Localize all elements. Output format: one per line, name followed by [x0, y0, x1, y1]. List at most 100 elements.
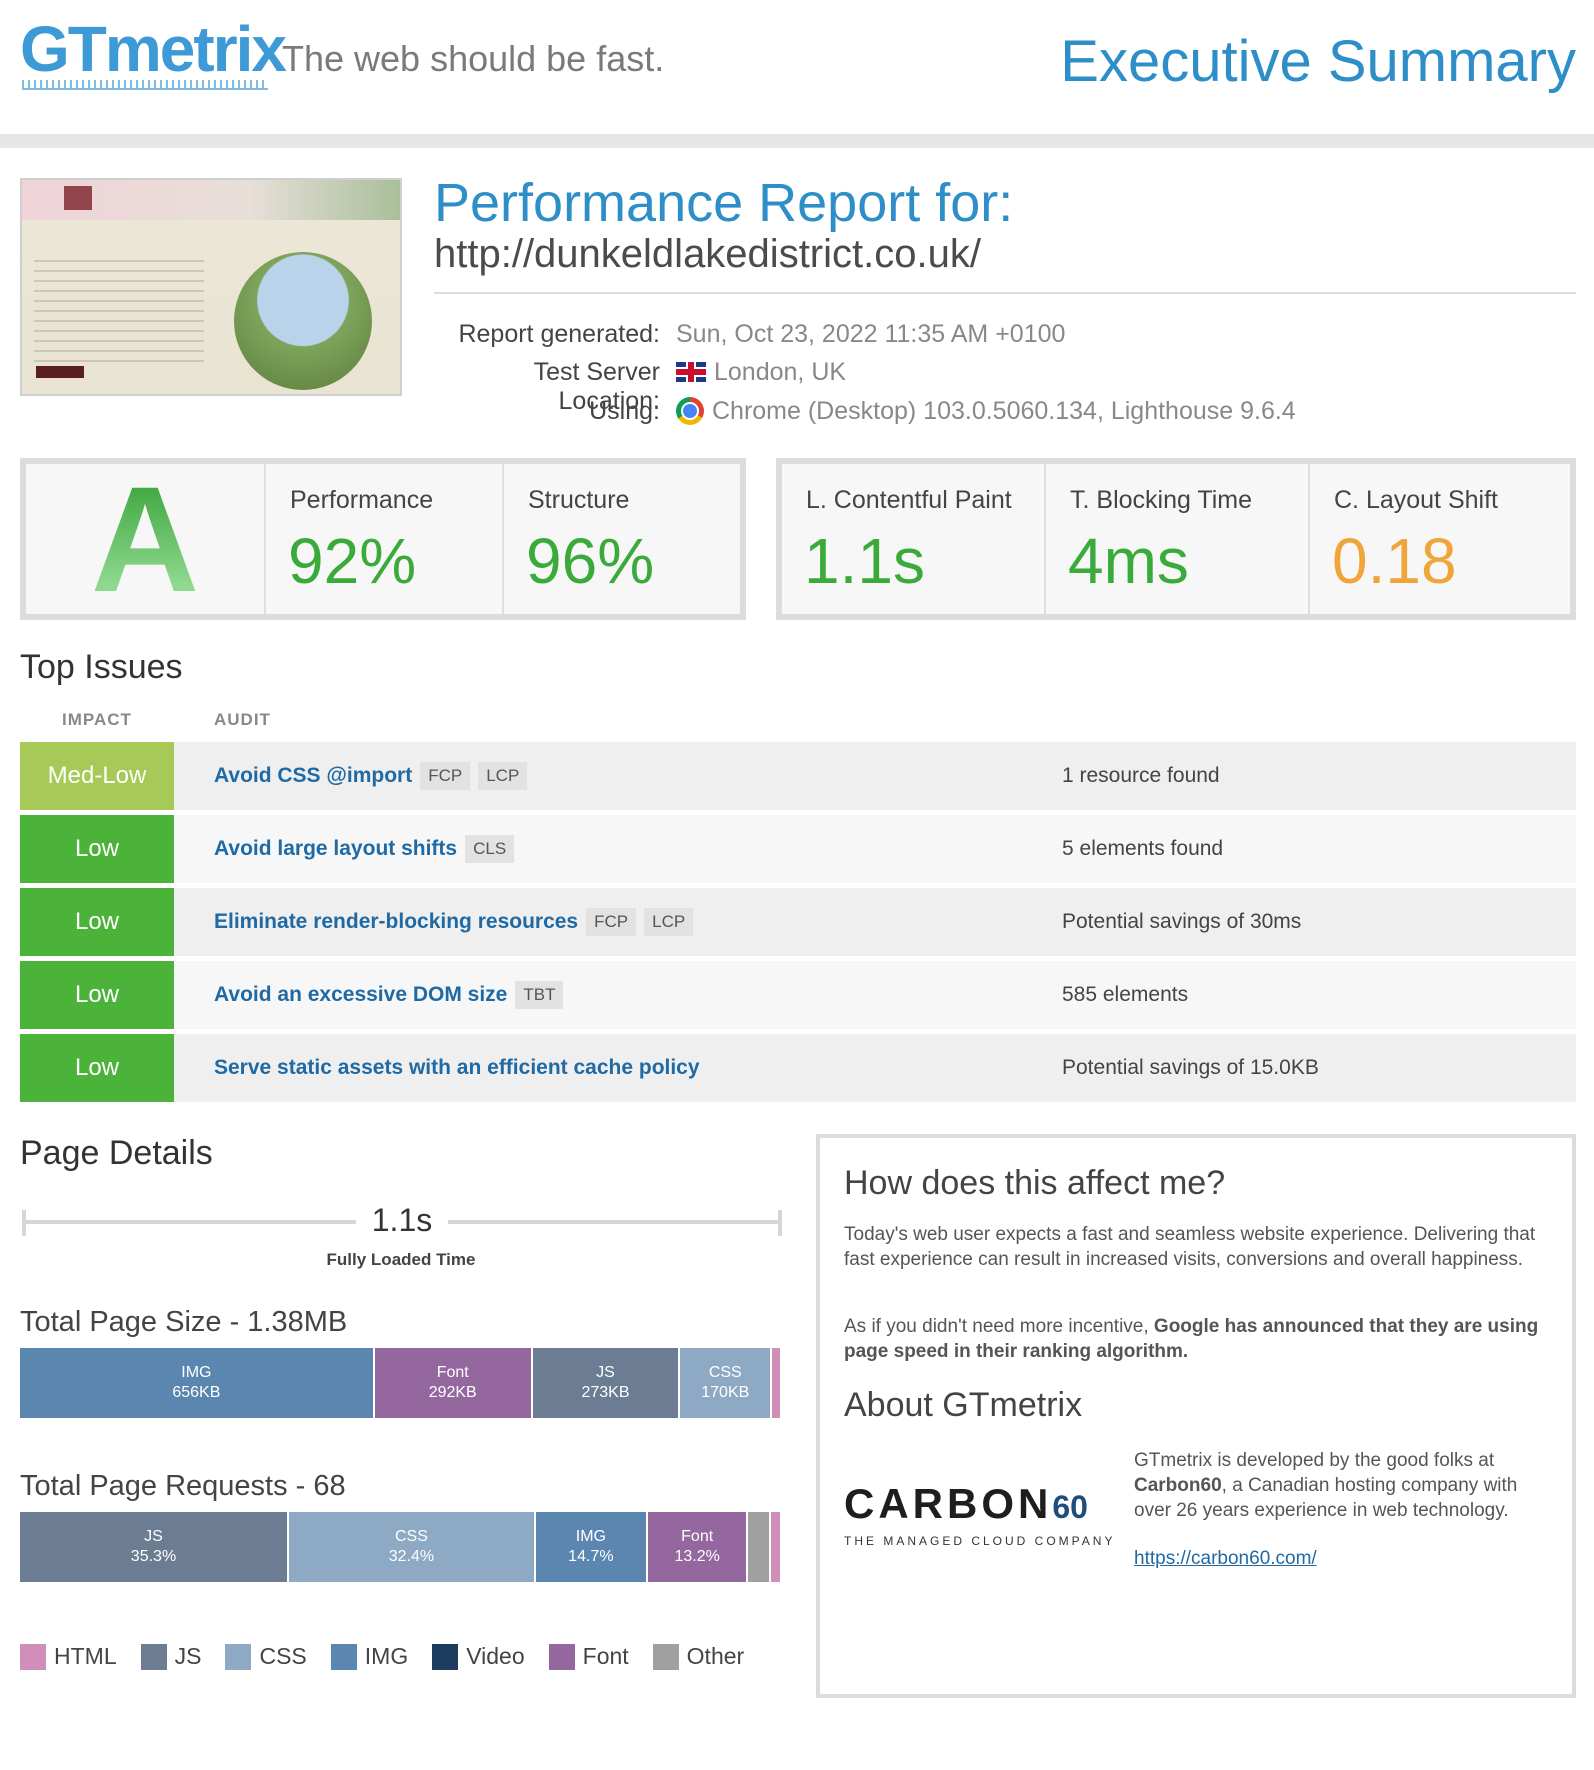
- total-page-size-title: Total Page Size - 1.38MB: [20, 1306, 348, 1338]
- affect-title: How does this affect me?: [844, 1164, 1226, 1202]
- page-size-bar: IMG 656KB Font 292KB JS 273KB CSS 170KB: [20, 1348, 782, 1418]
- legend-swatch: [548, 1643, 575, 1670]
- legend-label: Video: [466, 1643, 525, 1669]
- segment-value: 273KB: [581, 1384, 630, 1401]
- bar-segment: IMG 14.7%: [535, 1512, 648, 1582]
- legend-label: JS: [174, 1643, 202, 1669]
- audit-title[interactable]: Avoid CSS @import: [214, 764, 413, 787]
- bar-segment: JS 35.3%: [20, 1512, 289, 1582]
- segment-value: 292KB: [428, 1384, 477, 1401]
- loaded-time-line-right: [448, 1220, 782, 1224]
- bar-segment: CSS 32.4%: [288, 1512, 536, 1582]
- carbon60-logo: CARBON60: [844, 1480, 1088, 1527]
- legend-swatch: [225, 1643, 252, 1670]
- resource-legend: HTML JS CSS IMG Video Font Other: [20, 1643, 768, 1670]
- metric-tag: LCP: [478, 762, 528, 790]
- metric-tag: FCP: [420, 762, 471, 790]
- audit-result: Potential savings of 15.0KB: [1062, 1056, 1319, 1079]
- legend-swatch: [432, 1643, 459, 1670]
- logo-ruler-decoration: [22, 80, 268, 90]
- legend-swatch: [140, 1643, 167, 1670]
- segment-value: 14.7%: [568, 1548, 614, 1565]
- bar-segment: IMG 656KB: [20, 1348, 375, 1418]
- impact-badge: Low: [20, 888, 174, 956]
- segment-label: JS: [596, 1364, 615, 1381]
- legend-swatch: [330, 1643, 357, 1670]
- thumbnail-button: [36, 366, 84, 378]
- impact-column-header: IMPACT: [62, 710, 132, 729]
- legend-item: HTML: [20, 1643, 117, 1670]
- lcp-metric: L. Contentful Paint 1.1s: [782, 464, 1046, 614]
- about-paragraph: GTmetrix is developed by the good folks …: [1134, 1450, 1518, 1521]
- gtmetrix-grade: A: [26, 464, 266, 614]
- audit-link[interactable]: Serve static assets with an efficient ca…: [214, 1056, 700, 1080]
- gtmetrix-logo: GTmetrix: [20, 14, 287, 90]
- audit-title[interactable]: Eliminate render-blocking resources: [214, 910, 579, 933]
- legend-label: Font: [582, 1643, 629, 1669]
- impact-badge: Low: [20, 815, 174, 883]
- audit-link[interactable]: Avoid CSS @import FCP LCP: [214, 762, 528, 790]
- metric-tag: CLS: [465, 835, 515, 863]
- legend-item: Video: [432, 1643, 525, 1670]
- segment-label: IMG: [181, 1364, 212, 1381]
- audit-link[interactable]: Eliminate render-blocking resources FCP LC…: [214, 908, 694, 936]
- thumbnail-logo: [64, 186, 92, 210]
- total-page-requests-title: Total Page Requests - 68: [20, 1470, 346, 1502]
- tbt-metric: T. Blocking Time 4ms: [1046, 464, 1310, 614]
- segment-label: Font: [681, 1528, 714, 1545]
- legend-item: Font: [548, 1643, 629, 1670]
- metric-tag: FCP: [586, 908, 637, 936]
- audit-link[interactable]: Avoid large layout shifts CLS: [214, 835, 515, 863]
- server-location-label: Test Server Location:: [533, 358, 660, 415]
- header-divider: [0, 134, 1594, 148]
- audit-title[interactable]: Avoid large layout shifts: [214, 837, 458, 860]
- segment-value: 13.2%: [674, 1548, 720, 1565]
- thumbnail-photo: [234, 252, 372, 390]
- audit-result: 1 resource found: [1062, 764, 1220, 787]
- legend-item: JS: [140, 1643, 202, 1670]
- thumbnail-text: [34, 260, 204, 370]
- segment-label: Font: [436, 1364, 469, 1381]
- report-generated-value: Sun, Oct 23, 2022 11:35 AM +0100: [676, 320, 1066, 348]
- page-title: Executive Summary: [1060, 29, 1576, 94]
- carbon60-tagline: THE MANAGED CLOUD COMPANY: [844, 1534, 1116, 1548]
- segment-value: 32.4%: [388, 1548, 435, 1565]
- page-details-title: Page Details: [20, 1134, 213, 1172]
- bar-segment: Font 13.2%: [647, 1512, 749, 1582]
- audit-title[interactable]: Serve static assets with an efficient ca…: [214, 1056, 700, 1079]
- issue-row: Med-Low Avoid CSS @import FCP LCP 1 resource…: [20, 742, 1576, 810]
- using-label: Using:: [589, 397, 660, 425]
- top-issues-title: Top Issues: [20, 648, 183, 686]
- fully-loaded-label: Fully Loaded Time: [326, 1250, 476, 1269]
- audit-link[interactable]: Avoid an excessive DOM size TBT: [214, 981, 564, 1009]
- audit-result: 585 elements: [1062, 983, 1189, 1006]
- info-panel: How does this affect me? Today's web use…: [816, 1134, 1576, 1698]
- audit-result: Potential savings of 30ms: [1062, 910, 1302, 933]
- bar-segment: Font 292KB: [374, 1348, 533, 1418]
- affect-paragraph-1: Today's web user expects a fast and seam…: [844, 1224, 1536, 1270]
- legend-item: CSS: [225, 1643, 307, 1670]
- bar-segment: [772, 1348, 782, 1418]
- uk-flag-icon: [676, 362, 706, 382]
- segment-label: JS: [144, 1528, 163, 1545]
- audit-column-header: AUDIT: [214, 710, 271, 729]
- legend-label: HTML: [54, 1643, 117, 1669]
- fully-loaded-value: 1.1s: [371, 1202, 433, 1238]
- legend-label: IMG: [364, 1643, 409, 1669]
- legend-item: IMG: [330, 1643, 409, 1670]
- segment-value: 656KB: [172, 1384, 221, 1401]
- audit-result: 5 elements found: [1062, 837, 1224, 860]
- issue-row: Low Eliminate render-blocking resources FC…: [20, 888, 1576, 956]
- report-divider: [434, 292, 1576, 294]
- carbon60-link[interactable]: https://carbon60.com/: [1134, 1548, 1317, 1569]
- segment-label: CSS: [708, 1364, 742, 1381]
- audit-title[interactable]: Avoid an excessive DOM size: [214, 983, 508, 1006]
- legend-item: Other: [652, 1643, 744, 1670]
- gtmetrix-scores: A Performance 92% Structure 96%: [20, 458, 746, 620]
- bar-segment: [748, 1512, 772, 1582]
- impact-badge: Low: [20, 961, 174, 1029]
- loaded-time-line-left: [22, 1220, 356, 1224]
- legend-swatch: [20, 1643, 46, 1670]
- bar-segment: CSS 170KB: [680, 1348, 773, 1418]
- about-title: About GTmetrix: [844, 1386, 1083, 1424]
